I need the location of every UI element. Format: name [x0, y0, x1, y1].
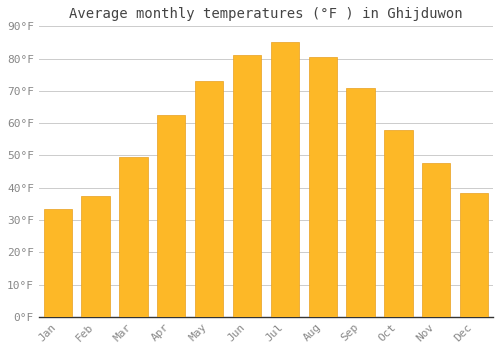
- Bar: [119, 157, 148, 317]
- Bar: [308, 57, 337, 317]
- Bar: [195, 81, 224, 317]
- Bar: [270, 42, 299, 317]
- Bar: [82, 196, 110, 317]
- Bar: [233, 55, 261, 317]
- Bar: [422, 163, 450, 317]
- Bar: [384, 130, 412, 317]
- Title: Average monthly temperatures (°F ) in Ghijduwon: Average monthly temperatures (°F ) in Gh…: [69, 7, 462, 21]
- Bar: [460, 193, 488, 317]
- Bar: [44, 209, 72, 317]
- Bar: [157, 115, 186, 317]
- Bar: [346, 88, 375, 317]
